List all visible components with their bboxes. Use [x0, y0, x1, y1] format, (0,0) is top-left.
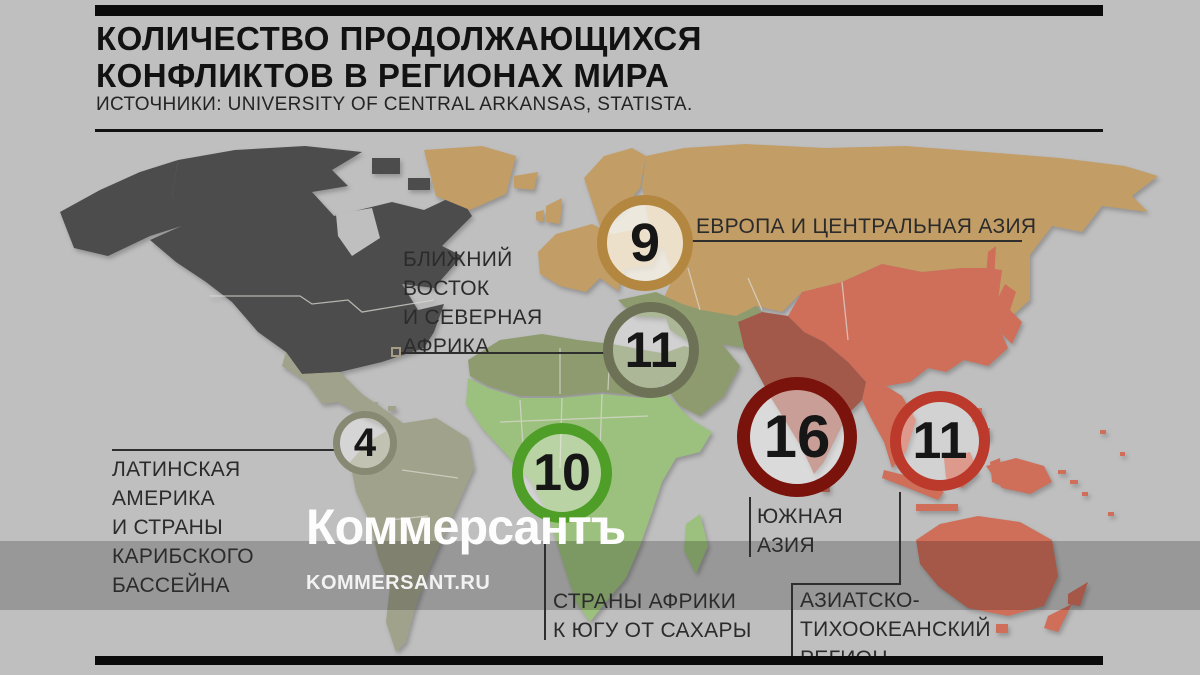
badge-value: 11	[912, 412, 968, 470]
logo-wordmark: Коммерсантъ	[306, 499, 626, 555]
label-line: АФРИКА	[403, 335, 490, 358]
label-latin-america: ЛАТИНСКАЯ АМЕРИКА И СТРАНЫ КАРИБСКОГО БА…	[112, 455, 254, 600]
badge-value: 4	[353, 421, 377, 465]
label-line: БАССЕЙНА	[112, 574, 230, 597]
badge-asia-pacific: 11	[890, 391, 990, 491]
leader-marker-mena	[391, 347, 401, 357]
label-europe-central-asia: ЕВРОПА И ЦЕНТРАЛЬНАЯ АЗИЯ	[696, 212, 1036, 241]
header-rule	[95, 129, 1103, 132]
label-line: КАРИБСКОГО	[112, 545, 254, 568]
badge-latin-america: 4	[333, 411, 397, 475]
label-sub-saharan-africa: СТРАНЫ АФРИКИ К ЮГУ ОТ САХАРЫ	[553, 587, 752, 645]
badge-middle-east-north-africa: 11	[603, 302, 699, 398]
label-line: К ЮГУ ОТ САХАРЫ	[553, 619, 752, 642]
badge-europe-central-asia: 9	[597, 195, 693, 291]
badge-value: 9	[629, 213, 661, 273]
logo-site-url: KOMMERSANT.RU	[306, 572, 491, 594]
top-bar	[95, 5, 1103, 16]
label-line: ЮЖНАЯ	[757, 505, 843, 528]
kommersant-logo: Коммерсантъ KOMMERSANT.RU	[306, 498, 635, 595]
badge-value: 10	[533, 444, 591, 502]
label-line: ВОСТОК	[403, 277, 490, 300]
region-europe-central-asia	[424, 144, 1158, 322]
page-title-line1: КОЛИЧЕСТВО ПРОДОЛЖАЮЩИХСЯ	[96, 20, 702, 57]
label-line: ТИХООКЕАНСКИЙ	[800, 618, 991, 641]
region-north-america	[60, 146, 472, 374]
badge-value: 11	[624, 322, 678, 378]
label-line: ЕВРОПА И ЦЕНТРАЛЬНАЯ АЗИЯ	[696, 215, 1037, 238]
leader-line-mena	[401, 352, 607, 354]
watermark-band	[0, 541, 1200, 610]
label-middle-east-north-africa: БЛИЖНИЙ ВОСТОК И СЕВЕРНАЯ АФРИКА	[403, 245, 542, 361]
leader-line-europe	[688, 240, 1022, 242]
badge-sub-saharan-africa: 10	[512, 423, 612, 523]
label-south-asia: ЮЖНАЯ АЗИЯ	[757, 502, 843, 560]
badge-south-asia: 16	[737, 377, 857, 497]
leader-line-asia-pacific-h	[791, 583, 901, 585]
leader-line-south-asia	[749, 497, 751, 557]
label-line: И СЕВЕРНАЯ	[403, 306, 543, 329]
leader-line-asia-pacific-v2	[791, 583, 793, 658]
label-line: СТРАНЫ АФРИКИ	[553, 590, 737, 613]
page-title-line2: КОНФЛИКТОВ В РЕГИОНАХ МИРА	[96, 57, 670, 94]
leader-line-asia-pacific-v1	[899, 492, 901, 585]
label-line: БЛИЖНИЙ	[403, 248, 513, 271]
bottom-bar	[95, 656, 1103, 665]
label-line: ЛАТИНСКАЯ	[112, 458, 241, 481]
label-line: АЗИАТСКО-	[800, 589, 920, 612]
label-line: АЗИЯ	[757, 534, 815, 557]
leader-line-africa	[544, 524, 546, 640]
badge-value: 16	[763, 403, 831, 470]
label-line: АМЕРИКА	[112, 487, 215, 510]
label-line: И СТРАНЫ	[112, 516, 223, 539]
leader-line-latin-america	[112, 449, 334, 451]
sources-line: ИСТОЧНИКИ: UNIVERSITY OF CENTRAL ARKANSA…	[96, 94, 693, 115]
country-borders	[210, 267, 849, 521]
